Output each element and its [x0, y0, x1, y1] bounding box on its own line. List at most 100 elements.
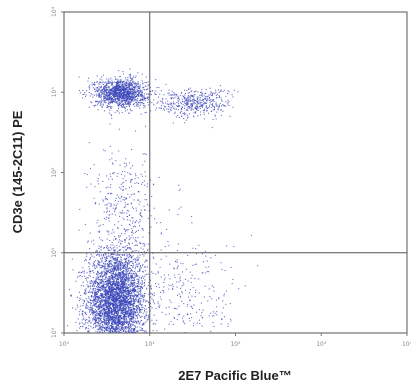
event-dot [105, 315, 107, 317]
event-dot [120, 279, 122, 281]
event-dot [111, 101, 113, 103]
event-dot [115, 305, 117, 307]
event-dot [107, 319, 109, 321]
event-dot [129, 277, 131, 279]
event-dot [143, 89, 145, 91]
event-dot [128, 329, 130, 331]
event-dot [130, 292, 132, 294]
event-dot [108, 98, 110, 100]
event-dot [118, 112, 120, 114]
event-dot [98, 284, 100, 286]
event-dot [121, 318, 123, 320]
event-dot [118, 285, 120, 287]
event-dot [119, 88, 121, 90]
event-dot [157, 303, 159, 305]
event-dot [103, 318, 105, 320]
event-dot [121, 271, 123, 273]
event-dot [131, 266, 133, 268]
event-dot [112, 271, 114, 273]
event-dot [91, 304, 93, 306]
event-dot [126, 326, 128, 328]
event-dot [117, 104, 119, 106]
event-dot [123, 270, 125, 272]
event-dot [88, 296, 90, 298]
event-dot [140, 311, 142, 313]
event-dot [107, 314, 109, 316]
event-dot [144, 261, 146, 263]
event-dot [132, 284, 134, 286]
event-dot [118, 104, 120, 106]
event-dot [110, 91, 112, 93]
event-dot [111, 268, 113, 270]
event-dot [106, 315, 108, 317]
event-dot [126, 91, 128, 93]
event-dot [119, 263, 121, 265]
event-dot [115, 318, 117, 320]
event-dot [102, 240, 104, 242]
event-dot [95, 279, 97, 281]
event-dot [95, 321, 97, 323]
event-dot [93, 262, 95, 264]
event-dot [120, 297, 122, 299]
event-dot [106, 282, 108, 284]
event-dot [131, 264, 133, 266]
event-dot [97, 260, 99, 262]
event-dot [111, 316, 113, 318]
event-dot [118, 269, 120, 271]
event-dot [113, 262, 115, 264]
event-dot [105, 89, 107, 91]
event-dot [131, 100, 133, 102]
event-dot [92, 313, 94, 315]
event-dot [81, 275, 83, 277]
event-dot [109, 261, 111, 263]
event-dot [98, 277, 100, 279]
event-dot [126, 91, 128, 93]
event-dot [89, 248, 91, 250]
event-dot [127, 280, 129, 282]
event-dot [139, 213, 141, 215]
event-dot [114, 99, 116, 101]
event-dot [126, 249, 128, 251]
event-dot [129, 77, 131, 79]
event-dot [134, 96, 136, 98]
event-dot [128, 90, 130, 92]
event-dot [124, 279, 126, 281]
event-dot [119, 303, 121, 305]
event-dot [127, 277, 129, 279]
event-dot [108, 269, 110, 271]
event-dot [140, 266, 142, 268]
event-dot [143, 251, 145, 253]
event-dot [134, 97, 136, 99]
event-dot [99, 251, 101, 253]
event-dot [129, 294, 131, 296]
event-dot [85, 306, 87, 308]
event-dot [121, 106, 123, 108]
event-dot [101, 301, 103, 303]
event-dot [106, 98, 108, 100]
event-dot [147, 93, 149, 95]
event-dot [105, 257, 107, 259]
event-dot [124, 91, 126, 93]
event-dot [141, 327, 143, 329]
event-dot [75, 321, 77, 323]
event-dot [145, 81, 147, 83]
event-dot [97, 306, 99, 308]
event-dot [93, 310, 95, 312]
event-dot [112, 283, 114, 285]
event-dot [129, 95, 131, 97]
event-dot [133, 295, 135, 297]
event-dot [93, 285, 95, 287]
event-dot [91, 288, 93, 290]
event-dot [117, 316, 119, 318]
event-dot [130, 83, 132, 85]
event-dot [139, 309, 141, 311]
event-dot [118, 81, 120, 83]
event-dot [111, 101, 113, 103]
event-dot [113, 266, 115, 268]
event-dot [120, 310, 122, 312]
event-dot [136, 244, 138, 246]
event-dot [150, 296, 152, 298]
event-dot [120, 294, 122, 296]
event-dot [127, 315, 129, 317]
event-dot [116, 259, 118, 261]
